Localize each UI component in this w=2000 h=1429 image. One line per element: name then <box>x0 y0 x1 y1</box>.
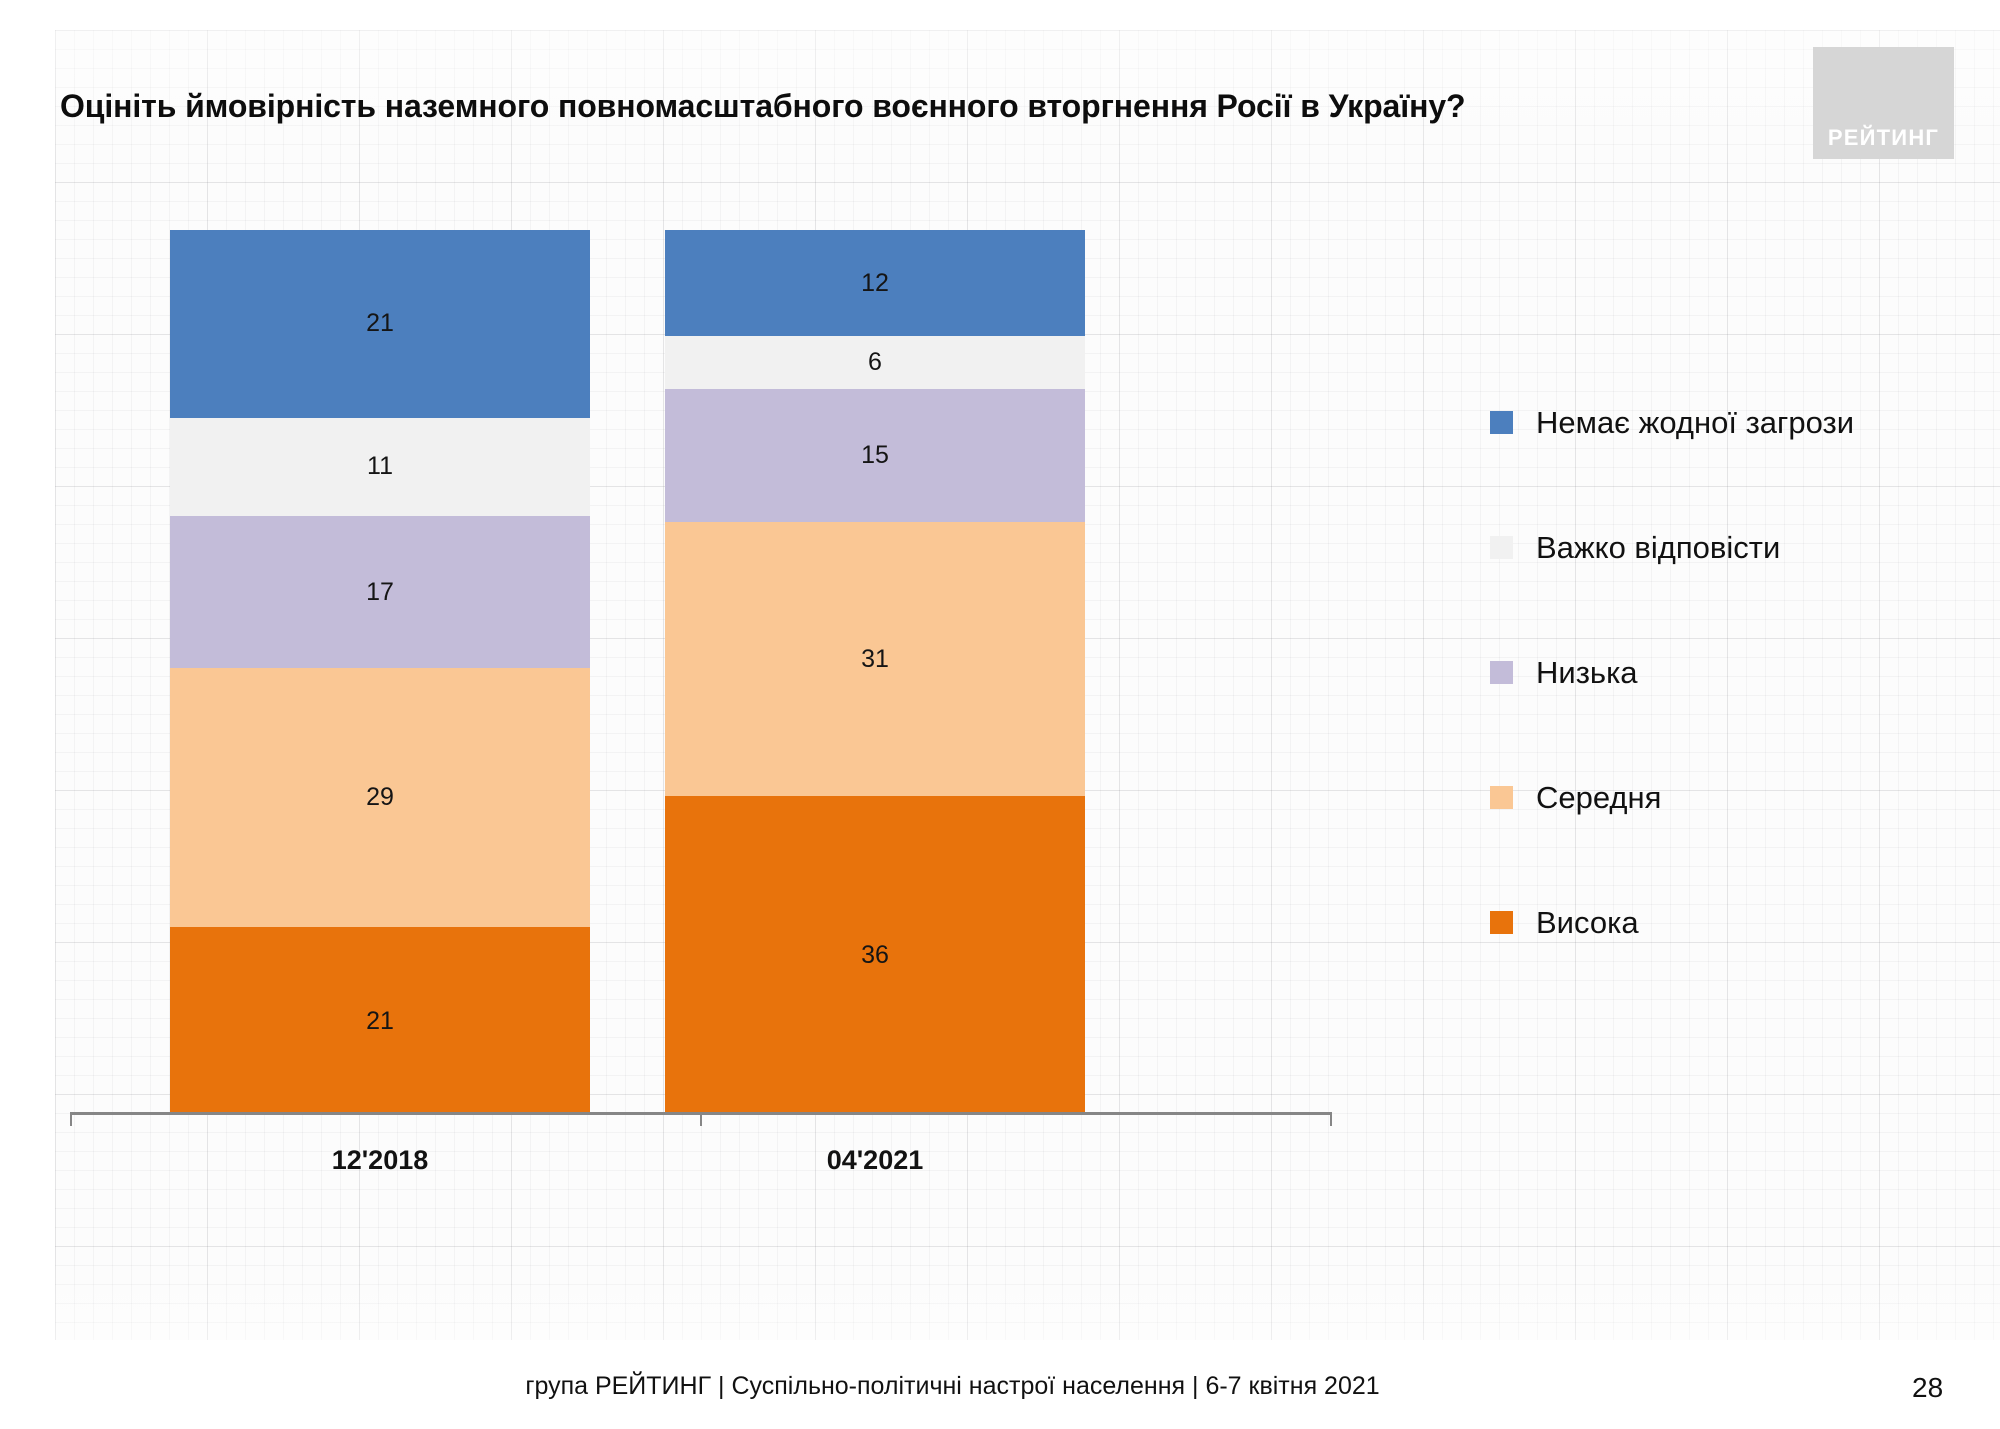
bar-segment: 31 <box>665 522 1085 797</box>
legend-swatch-icon <box>1490 911 1513 934</box>
bar-segment: 21 <box>170 927 590 1115</box>
bar-segment-value: 21 <box>366 309 394 338</box>
legend-label: Немає жодної загрози <box>1536 404 1855 440</box>
legend-item-0[interactable]: Немає жодної загрози <box>1490 360 1960 485</box>
bar-segment: 15 <box>665 389 1085 523</box>
x-axis-category-label-1: 04'2021 <box>826 1145 924 1175</box>
bar-segment-value: 21 <box>366 1006 394 1035</box>
legend-label: Низька <box>1536 654 1638 690</box>
page-title: Оцініть ймовірність наземного повномасшт… <box>60 88 1466 124</box>
page-number: 28 <box>1912 1372 1944 1403</box>
bar-segment: 6 <box>665 336 1085 390</box>
legend-swatch-icon <box>1490 661 1513 684</box>
chart-legend: Немає жодної загрози Важко відповісти Низь… <box>1490 360 1960 985</box>
bar-segment: 36 <box>665 796 1085 1115</box>
bar-segment: 29 <box>170 668 590 928</box>
legend-item-3[interactable]: Середня <box>1490 735 1960 860</box>
legend-item-4[interactable]: Висока <box>1490 860 1960 985</box>
bar-segment-value: 15 <box>861 441 889 470</box>
legend-swatch-icon <box>1490 786 1513 809</box>
slide-footer: група РЕЙТИНГ | Суспільно-політичні наст… <box>525 1372 1380 1400</box>
stacked-bar-0: 21 11 17 29 21 <box>170 230 590 1115</box>
bar-segment-value: 6 <box>868 348 882 377</box>
x-axis-tick-middle <box>700 1113 702 1126</box>
x-axis-category-label-0: 12'2018 <box>331 1145 429 1175</box>
bar-segment-value: 17 <box>366 577 394 606</box>
legend-item-1[interactable]: Важко відповісти <box>1490 485 1960 610</box>
bar-segment-value: 36 <box>861 941 889 970</box>
bar-segment: 17 <box>170 516 590 669</box>
bar-segment-value: 31 <box>861 644 889 673</box>
legend-swatch-icon <box>1490 536 1513 559</box>
bar-segment-value: 29 <box>366 783 394 812</box>
legend-swatch-icon <box>1490 411 1513 434</box>
legend-label: Важко відповісти <box>1536 529 1781 565</box>
x-axis-tick-start <box>70 1113 72 1126</box>
bar-segment-value: 11 <box>367 452 393 481</box>
stacked-bar-1: 12 6 15 31 36 <box>665 230 1085 1115</box>
bar-segment: 12 <box>665 230 1085 337</box>
rating-logo: РЕЙТИНГ <box>1813 47 1954 159</box>
stacked-bar-chart: 21 11 17 29 21 12 6 15 31 36 <box>70 215 1470 1115</box>
bar-segment: 11 <box>170 417 590 517</box>
x-axis-tick-end <box>1330 1113 1332 1126</box>
rating-logo-text: РЕЙТИНГ <box>1827 125 1940 150</box>
legend-label: Середня <box>1536 779 1662 815</box>
legend-item-2[interactable]: Низька <box>1490 610 1960 735</box>
legend-label: Висока <box>1536 904 1639 940</box>
bar-segment: 21 <box>170 230 590 418</box>
bar-segment-value: 12 <box>861 268 889 297</box>
